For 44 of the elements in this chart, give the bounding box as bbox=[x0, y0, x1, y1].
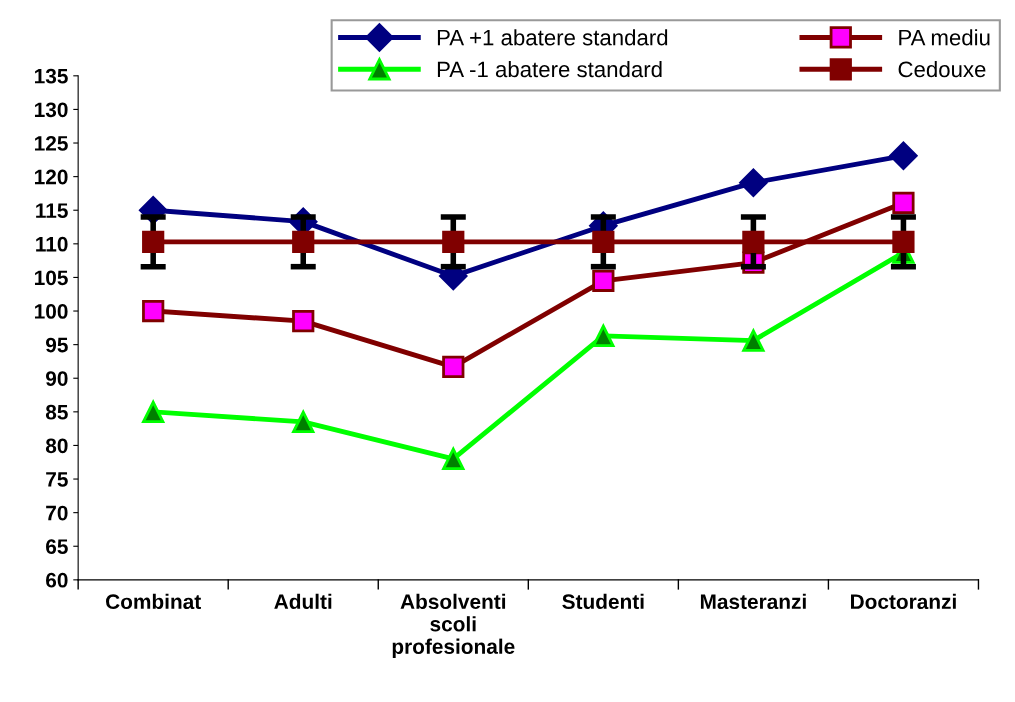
legend-label: Cedouxe bbox=[898, 60, 986, 78]
y-tick-label: 70 bbox=[46, 505, 68, 521]
y-tick-label: 110 bbox=[36, 236, 68, 252]
y-tick-label: 120 bbox=[34, 169, 68, 185]
y-tick-label: 105 bbox=[34, 270, 68, 286]
x-tick-label: Adulti bbox=[274, 593, 332, 610]
point bbox=[292, 410, 315, 434]
y-tick-label: 125 bbox=[34, 136, 68, 151]
y-tick-label: 65 bbox=[46, 539, 68, 554]
point bbox=[892, 230, 915, 253]
x-tick-label: Studenti bbox=[562, 593, 644, 610]
x-tick-label: Doctoranzi bbox=[851, 593, 956, 610]
point bbox=[592, 230, 615, 253]
point bbox=[292, 310, 315, 333]
legend-label: PA +1 abatere standard bbox=[437, 29, 668, 46]
y-tick-label: 95 bbox=[45, 337, 68, 353]
point bbox=[442, 447, 465, 470]
legend-label: PA mediu bbox=[899, 29, 990, 46]
point bbox=[142, 400, 165, 423]
point bbox=[142, 230, 165, 253]
y-tick-label: 85 bbox=[45, 404, 68, 420]
point bbox=[742, 329, 765, 352]
legend-label: PA -1 abatere standard bbox=[437, 60, 662, 78]
x-tick-label: Absolventi scoli profesionale bbox=[392, 593, 515, 659]
y-tick-label: 115 bbox=[36, 203, 68, 218]
point bbox=[142, 299, 165, 323]
point bbox=[292, 230, 315, 253]
x-tick-label: Combinat bbox=[106, 593, 201, 610]
point bbox=[739, 168, 768, 197]
y-tick-label: 80 bbox=[45, 438, 68, 454]
y-tick-label: 75 bbox=[46, 472, 68, 487]
point bbox=[592, 269, 615, 292]
y-tick-label: 60 bbox=[46, 572, 68, 588]
point bbox=[442, 355, 465, 378]
y-tick-label: 100 bbox=[34, 304, 68, 319]
x-tick-label: Masteranzi bbox=[700, 593, 806, 610]
point bbox=[742, 230, 765, 253]
point bbox=[592, 324, 615, 348]
point bbox=[892, 191, 915, 214]
point bbox=[889, 141, 918, 170]
y-tick-label: 130 bbox=[34, 102, 68, 118]
y-tick-label: 90 bbox=[45, 371, 68, 386]
y-tick-label: 135 bbox=[34, 68, 68, 84]
point bbox=[442, 230, 465, 253]
